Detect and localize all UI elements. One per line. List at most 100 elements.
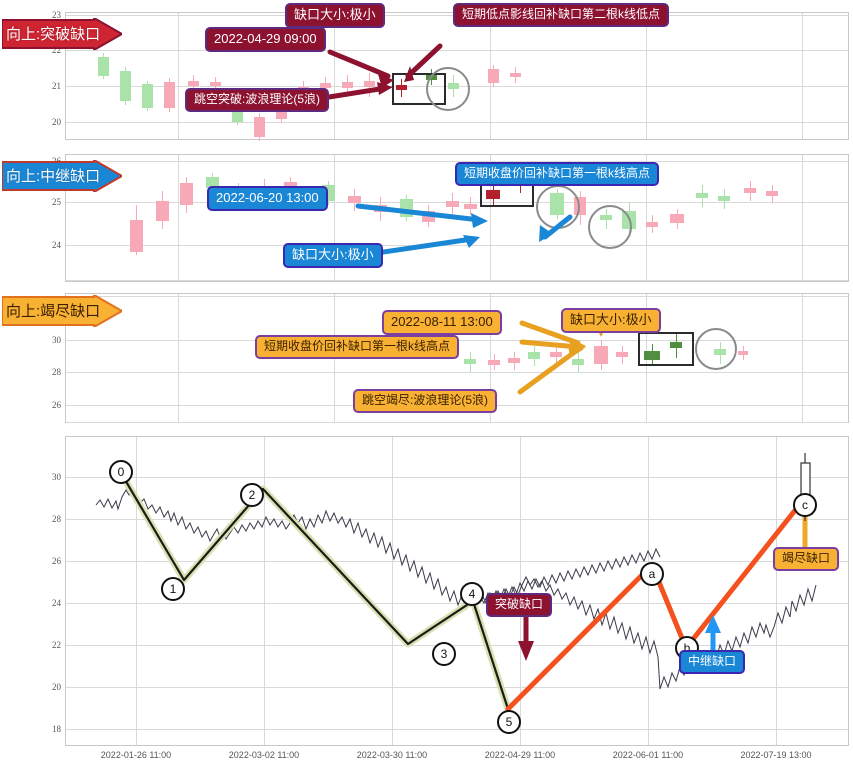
wave-point-2: 2 bbox=[240, 483, 264, 507]
main-ytick: 20 bbox=[52, 682, 61, 692]
candlestick bbox=[572, 352, 584, 372]
gap-fill-circle bbox=[695, 328, 737, 370]
main-plot-area: 30 28 26 24 22 20 18 2022-01-26 11:00 20… bbox=[52, 436, 849, 760]
panel3-ytick: 30 bbox=[52, 335, 61, 345]
gridline bbox=[334, 13, 335, 139]
panel1-gap-fill-label: 短期低点影线回补缺口第二根k线低点 bbox=[453, 3, 670, 27]
gridline bbox=[66, 687, 848, 688]
candlestick bbox=[670, 209, 684, 229]
candlestick bbox=[180, 177, 193, 213]
candlestick bbox=[206, 173, 219, 195]
main-xtick: 2022-07-19 13:00 bbox=[740, 750, 812, 760]
gridline bbox=[66, 645, 848, 646]
panel-breakaway-gap: 23 22 21 20 bbox=[0, 0, 853, 142]
panel2-gap-date-label: 2022-06-20 13:00 bbox=[207, 186, 328, 211]
panel1-banner: 向上:突破缺口 bbox=[1, 16, 125, 52]
gridline bbox=[66, 603, 848, 604]
wave-point-a: a bbox=[640, 562, 664, 586]
candlestick bbox=[364, 73, 375, 97]
gridline bbox=[66, 519, 848, 520]
panel3-banner-label: 向上:竭尽缺口 bbox=[6, 303, 101, 320]
candlestick-gap-left bbox=[396, 79, 407, 97]
candlestick bbox=[374, 197, 387, 221]
panel3-gap-size-label: 缺口大小:极小 bbox=[561, 308, 661, 333]
candlestick bbox=[616, 346, 628, 364]
candlestick bbox=[594, 340, 608, 370]
gridline bbox=[66, 280, 848, 281]
gridline bbox=[136, 437, 137, 745]
main-xtick: 2022-03-30 11:00 bbox=[356, 750, 428, 760]
panel-exhaustion-gap: 30 28 26 bbox=[0, 285, 853, 428]
candlestick bbox=[766, 185, 778, 203]
candlestick bbox=[98, 53, 109, 79]
main-continuation-gap-tag: 中继缺口 bbox=[679, 650, 746, 674]
gridline bbox=[646, 13, 647, 139]
gridline bbox=[66, 561, 848, 562]
gridline bbox=[490, 294, 491, 422]
panel3-gap-theory-label: 跳空竭尽:波浪理论(5浪) bbox=[353, 389, 498, 413]
main-xtick: 2022-06-01 11:00 bbox=[612, 750, 684, 760]
main-chart-panel: 30 28 26 24 22 20 18 2022-01-26 11:00 20… bbox=[0, 428, 853, 773]
gridline bbox=[66, 296, 848, 297]
gridline bbox=[802, 155, 803, 281]
gridline bbox=[66, 122, 848, 123]
gridline bbox=[66, 422, 848, 423]
panel2-ytick: 25 bbox=[52, 197, 61, 207]
gridline bbox=[802, 13, 803, 139]
gridline bbox=[66, 50, 848, 51]
candlestick bbox=[646, 215, 658, 233]
candlestick bbox=[508, 352, 520, 370]
candlestick bbox=[738, 346, 748, 360]
candlestick bbox=[342, 75, 353, 97]
candlestick bbox=[510, 67, 521, 83]
panel-continuation-gap: 26 25 24 bbox=[0, 142, 853, 285]
panel1-ytick: 23 bbox=[52, 10, 61, 20]
candlestick bbox=[232, 105, 243, 125]
gridline bbox=[646, 155, 647, 281]
candlestick bbox=[550, 346, 562, 366]
panel1-gap-theory-label: 跳空突破:波浪理论(5浪) bbox=[185, 88, 330, 112]
candlestick-gap-right bbox=[670, 334, 682, 358]
main-exhaustion-gap-tag: 竭尽缺口 bbox=[773, 547, 840, 571]
candlestick bbox=[130, 205, 143, 255]
wave-point-0: 0 bbox=[109, 460, 133, 484]
candlestick bbox=[446, 193, 459, 215]
main-ytick: 18 bbox=[52, 724, 61, 734]
wave-point-c: c bbox=[793, 493, 817, 517]
gap-fill-circle-1 bbox=[536, 185, 580, 229]
candlestick bbox=[528, 346, 540, 366]
panel3-gap-date-label: 2022-08-11 13:00 bbox=[382, 310, 502, 335]
main-xtick: 2022-04-29 11:00 bbox=[484, 750, 556, 760]
main-ytick: 28 bbox=[52, 514, 61, 524]
main-ytick: 22 bbox=[52, 640, 61, 650]
gridline bbox=[66, 245, 848, 246]
candlestick bbox=[464, 352, 476, 372]
candlestick bbox=[120, 67, 131, 105]
candlestick bbox=[400, 195, 413, 221]
gridline bbox=[264, 437, 265, 745]
panel3-ytick: 26 bbox=[52, 400, 61, 410]
candlestick bbox=[464, 197, 477, 215]
panel1-ytick: 21 bbox=[52, 81, 61, 91]
gap-fill-circle bbox=[426, 67, 470, 111]
gridline bbox=[334, 155, 335, 281]
gridline bbox=[490, 155, 491, 281]
candlestick bbox=[718, 189, 730, 209]
candlestick bbox=[156, 191, 169, 229]
main-breakaway-gap-tag: 突破缺口 bbox=[486, 593, 553, 617]
main-ytick: 24 bbox=[52, 598, 61, 608]
gridline bbox=[178, 155, 179, 281]
panel1-banner-label: 向上:突破缺口 bbox=[6, 26, 101, 43]
candlestick bbox=[696, 185, 708, 207]
panel1-ytick: 22 bbox=[52, 45, 61, 55]
candlestick bbox=[348, 189, 361, 211]
candlestick-gap-left bbox=[644, 344, 660, 366]
gap-fill-circle-2 bbox=[588, 205, 632, 249]
panel2-banner-label: 向上:中继缺口 bbox=[6, 168, 101, 185]
wave-point-5: 5 bbox=[497, 710, 521, 734]
candlestick bbox=[142, 81, 153, 111]
panel3-ytick: 28 bbox=[52, 367, 61, 377]
wave-point-4: 4 bbox=[460, 582, 484, 606]
gridline bbox=[178, 294, 179, 422]
candlestick bbox=[744, 181, 756, 201]
